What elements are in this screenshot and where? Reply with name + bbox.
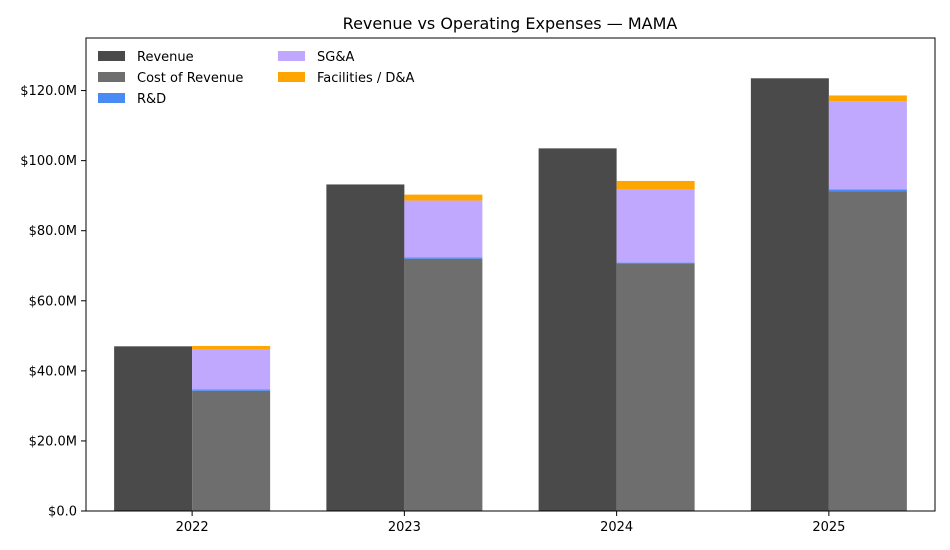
y-tick-label-5: $100.0M — [20, 154, 77, 169]
y-tick-label-6: $120.0M — [20, 84, 77, 99]
legend-label-1: Cost of Revenue — [137, 71, 243, 86]
revenue-bar-2022 — [114, 346, 193, 511]
expense-bar-0-2025 — [828, 191, 907, 511]
legend-swatch-4 — [278, 72, 305, 82]
revenue-bar-2023 — [326, 184, 405, 511]
x-tick-label-3: 2025 — [812, 520, 845, 535]
expense-bar-1-2025 — [828, 189, 907, 192]
legend-swatch-3 — [278, 51, 305, 61]
plot-frame — [85, 37, 936, 512]
expense-bar-2-2023 — [404, 200, 483, 258]
x-tick-label-2: 2024 — [600, 520, 633, 535]
expense-bar-3-2023 — [404, 194, 483, 201]
expense-bar-3-2022 — [192, 345, 271, 350]
x-tick-label-1: 2023 — [388, 520, 421, 535]
expense-bar-2-2024 — [616, 189, 695, 263]
expense-bar-0-2022 — [192, 390, 271, 511]
y-tick-label-2: $40.0M — [29, 364, 77, 379]
legend-swatch-2 — [98, 93, 125, 103]
expense-bar-3-2024 — [616, 180, 695, 190]
legend-swatch-1 — [98, 72, 125, 82]
expense-bar-2-2025 — [828, 101, 907, 190]
y-tick-label-1: $20.0M — [29, 434, 77, 449]
y-tick-label-0: $0.0 — [48, 505, 77, 520]
x-axis: 2022 2023 2024 2025 — [176, 511, 845, 535]
legend: Revenue Cost of Revenue R&D SG&A Facilities … — [98, 50, 415, 107]
x-tick-label-0: 2022 — [176, 520, 209, 535]
expense-bar-3-2025 — [828, 95, 907, 102]
legend-swatch-0 — [98, 51, 125, 61]
revenue-bar-2024 — [538, 148, 617, 511]
y-tick-label-3: $60.0M — [29, 294, 77, 309]
bars-group — [114, 78, 907, 511]
chart-title: Revenue vs Operating Expenses — MAMA — [343, 14, 678, 33]
revenue-bar-2025 — [750, 78, 829, 511]
legend-label-0: Revenue — [137, 50, 194, 65]
expense-bar-2-2022 — [192, 349, 271, 390]
expense-bar-1-2023 — [404, 257, 483, 259]
legend-label-3: SG&A — [317, 50, 354, 65]
y-axis: $0.0 $20.0M $40.0M $60.0M $80.0M $100.0M $120.… — [20, 84, 86, 520]
expense-bar-1-2024 — [616, 262, 695, 264]
expense-bar-1-2022 — [192, 389, 271, 391]
expense-bar-0-2023 — [404, 258, 483, 511]
legend-label-2: R&D — [137, 92, 166, 107]
y-tick-label-4: $80.0M — [29, 224, 77, 239]
legend-label-4: Facilities / D&A — [317, 71, 415, 86]
expense-bar-0-2024 — [616, 263, 695, 511]
